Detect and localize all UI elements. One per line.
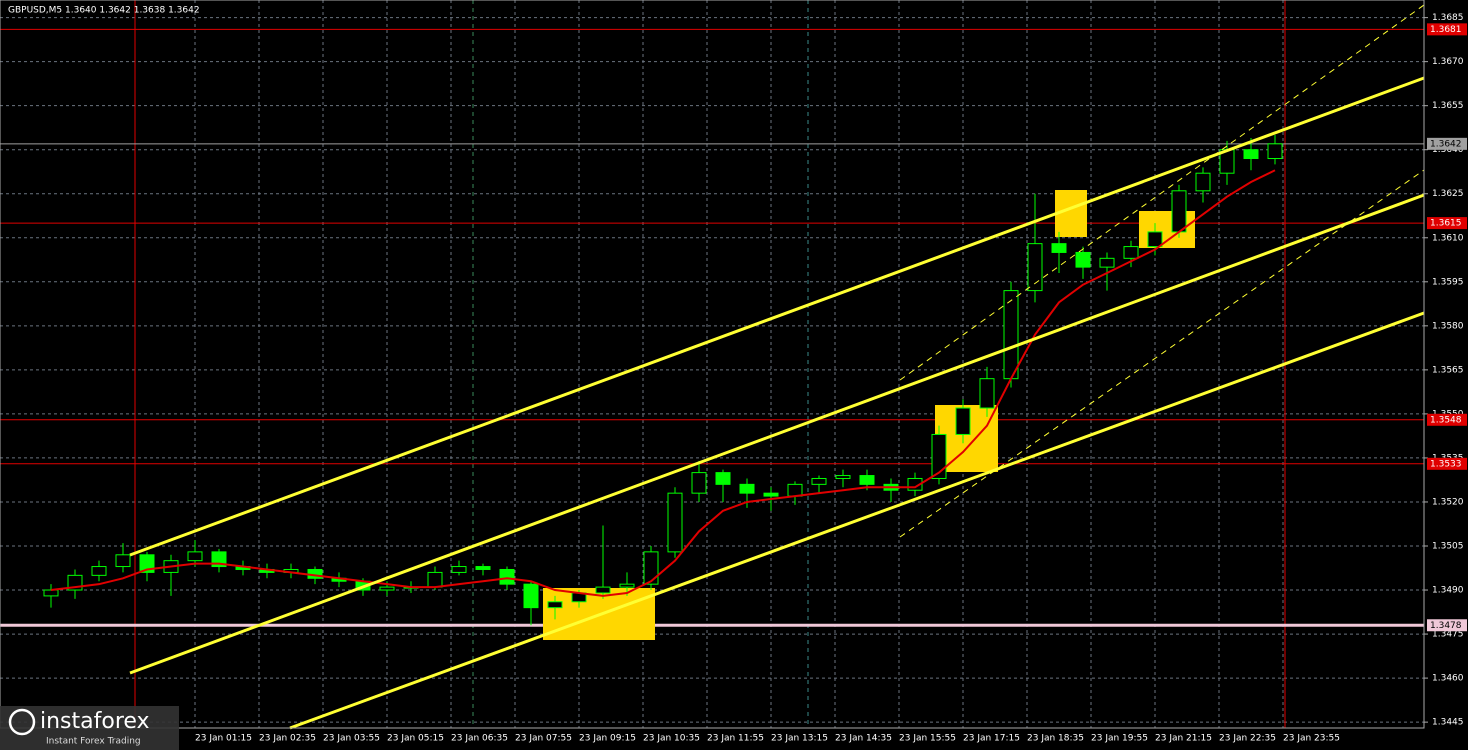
x-tick-label: 23 Jan 13:15	[771, 734, 828, 744]
x-tick-label: 23 Jan 22:35	[1219, 734, 1276, 744]
candle-body	[907, 477, 923, 491]
candle-body	[1195, 172, 1211, 192]
candle-body	[379, 586, 395, 591]
candle-body	[427, 571, 443, 588]
candle-body	[595, 586, 611, 594]
candle-body	[1267, 143, 1283, 160]
candle-body	[739, 483, 755, 494]
channel-line	[129, 193, 1425, 675]
signal-box	[1139, 211, 1195, 248]
candle-body	[859, 475, 875, 485]
logo-name: instaforex	[40, 709, 150, 734]
y-tick-label: 1.3580	[1432, 321, 1464, 331]
level-label-bg	[1427, 457, 1467, 470]
candle-body	[1003, 290, 1019, 380]
candle-body	[475, 566, 491, 570]
candle-body	[931, 433, 947, 479]
candle-body	[547, 601, 563, 609]
candle-body	[1099, 257, 1115, 268]
candle-body	[715, 472, 731, 485]
candle-body	[1123, 246, 1139, 259]
x-tick-label: 23 Jan 03:55	[323, 734, 380, 744]
level-label-bg	[1427, 23, 1467, 36]
level-label: 1.3681	[1430, 25, 1462, 35]
plot-frame	[0, 0, 1425, 729]
x-tick-label: 23 Jan 10:35	[643, 734, 700, 744]
candle-body	[1147, 231, 1163, 248]
candle-body	[763, 492, 779, 497]
y-tick-label: 1.3565	[1432, 365, 1464, 375]
candle-body	[451, 566, 467, 573]
moving-average	[50, 169, 1276, 597]
y-tick-label: 1.3685	[1432, 13, 1464, 23]
x-tick-label: 23 Jan 05:15	[387, 734, 444, 744]
x-tick-label: 23 Jan 01:15	[195, 734, 252, 744]
y-tick-label: 1.3490	[1432, 586, 1464, 596]
x-tick-label: 23 Jan 18:35	[1027, 734, 1084, 744]
y-tick-label: 1.3610	[1432, 233, 1464, 243]
candle-body	[979, 378, 995, 409]
candle-body	[43, 589, 59, 597]
level-label-bg	[1427, 217, 1467, 230]
y-tick-label: 1.3670	[1432, 57, 1464, 67]
x-tick-label: 23 Jan 07:55	[515, 734, 572, 744]
candle-body	[811, 477, 827, 485]
candle-body	[787, 483, 803, 497]
channel-line	[289, 311, 1425, 730]
candle-body	[955, 407, 971, 435]
x-tick-label: 23 Jan 15:55	[899, 734, 956, 744]
level-label: 1.3533	[1430, 459, 1462, 469]
candle-body	[1075, 251, 1091, 268]
y-tick-label: 1.3520	[1432, 497, 1464, 507]
x-tick-label: 23 Jan 09:15	[579, 734, 636, 744]
candle-body	[91, 566, 107, 576]
level-label-bg	[1427, 137, 1467, 150]
y-tick-label: 1.3505	[1432, 542, 1464, 552]
x-tick-label: 23 Jan 17:15	[963, 734, 1020, 744]
level-label: 1.3615	[1430, 219, 1462, 229]
level-label: 1.3478	[1430, 621, 1462, 631]
y-tick-label: 1.3655	[1432, 101, 1464, 111]
candle-body	[667, 492, 683, 553]
y-tick-label: 1.3595	[1432, 277, 1464, 287]
y-tick-label: 1.3625	[1432, 189, 1464, 199]
channel-dashed	[899, 4, 1425, 381]
level-label-bg	[1427, 413, 1467, 426]
candle-body	[1171, 190, 1187, 233]
x-tick-label: 23 Jan 11:55	[707, 734, 764, 744]
candle-body	[523, 583, 539, 609]
candle-body	[1051, 243, 1067, 253]
candle-body	[619, 583, 635, 588]
logo-icon	[8, 708, 36, 736]
candle-body	[139, 554, 155, 573]
candle-body	[187, 551, 203, 562]
channel-dashed	[899, 169, 1425, 538]
level-label: 1.3548	[1430, 415, 1462, 425]
y-tick-label: 1.3640	[1432, 145, 1464, 155]
candle-body	[643, 551, 659, 585]
x-tick-label: 23 Jan 14:35	[835, 734, 892, 744]
candle-body	[835, 475, 851, 479]
level-label: 1.3642	[1430, 139, 1462, 149]
candle-body	[691, 472, 707, 494]
y-tick-label: 1.3475	[1432, 630, 1464, 640]
x-tick-label: 23 Jan 19:55	[1091, 734, 1148, 744]
x-tick-label: 23 Jan 02:35	[259, 734, 316, 744]
x-tick-label: 23 Jan 21:15	[1155, 734, 1212, 744]
candle-body	[499, 568, 515, 585]
level-label-bg	[1427, 619, 1467, 632]
chart-title: GBPUSD,M5 1.3640 1.3642 1.3638 1.3642	[8, 6, 200, 16]
candle-body	[1027, 243, 1043, 292]
candle-body	[1243, 149, 1259, 160]
candle-body	[115, 554, 131, 568]
y-tick-label: 1.3460	[1432, 674, 1464, 684]
logo-tagline: Instant Forex Trading	[46, 737, 141, 747]
x-tick-label: 23 Jan 23:55	[1283, 734, 1340, 744]
channel-line	[129, 76, 1425, 557]
x-tick-label: 23 Jan 06:35	[451, 734, 508, 744]
y-tick-label: 1.3445	[1432, 718, 1464, 728]
